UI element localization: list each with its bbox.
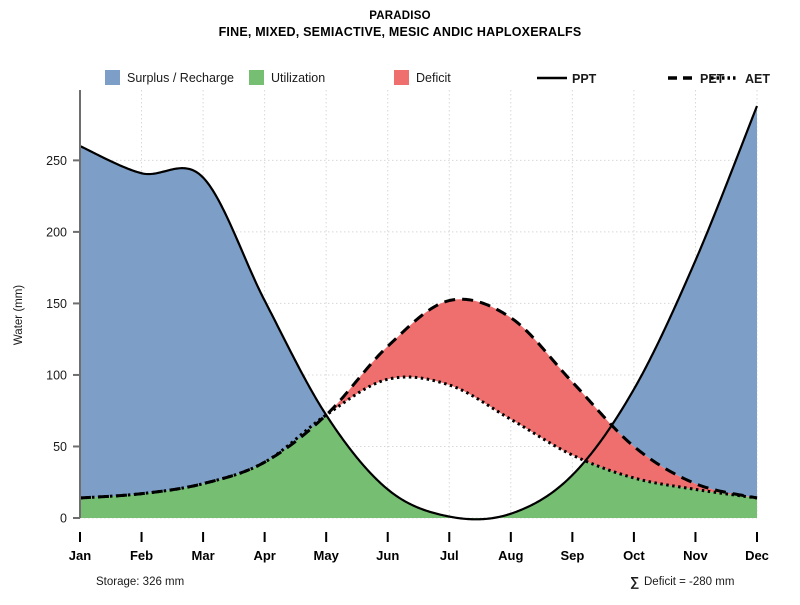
legend-swatch-surplus [105, 70, 120, 85]
x-tick-label-apr: Apr [253, 548, 275, 563]
y-tick-label: 200 [46, 225, 67, 239]
band-surplus-recharge [80, 146, 325, 498]
legend-label-ppt: PPT [572, 72, 597, 86]
x-tick-label-nov: Nov [683, 548, 708, 563]
series-line-ppt [79, 105, 759, 521]
legend-label-deficit: Deficit [416, 71, 451, 85]
axes [73, 90, 758, 542]
y-tick-label: 250 [46, 154, 67, 168]
x-axis-tick-labels: Jan Feb Mar Apr May Jun Jul Aug Sep Oct Nov Dec [69, 548, 769, 563]
series-line-aet [79, 375, 758, 500]
band-surplus-recharge [612, 106, 757, 498]
legend-swatch-utilization [249, 70, 264, 85]
legend-label-surplus: Surplus / Recharge [127, 71, 234, 85]
y-tick-label: 0 [60, 512, 67, 526]
storage-note: Storage: 326 mm [96, 576, 184, 588]
deficit-note: Deficit = -280 mm [644, 576, 734, 588]
y-axis-tick-labels: 0 50 100 150 200 250 [46, 154, 67, 526]
y-tick-label: 50 [53, 440, 67, 454]
chart-legend: Surplus / RechargeUtilizationDeficitPPTP… [105, 70, 770, 86]
y-axis-title: Water (mm) [13, 285, 25, 345]
page-subtitle: FINE, MIXED, SEMIACTIVE, MESIC ANDIC HAP… [219, 25, 582, 39]
legend-label-aet: AET [745, 72, 770, 86]
x-tick-label-oct: Oct [623, 548, 645, 563]
deficit-sigma-symbol: ∑ [630, 574, 639, 589]
x-tick-label-feb: Feb [130, 548, 153, 563]
x-tick-label-jul: Jul [440, 548, 459, 563]
band-deficit [80, 299, 757, 498]
x-tick-label-may: May [314, 548, 340, 563]
series-line-pet [79, 297, 758, 500]
legend-swatch-deficit [394, 70, 409, 85]
data-series [79, 105, 759, 521]
x-tick-label-jun: Jun [376, 548, 399, 563]
x-tick-label-aug: Aug [498, 548, 523, 563]
x-tick-label-mar: Mar [192, 548, 215, 563]
x-tick-label-sep: Sep [560, 548, 584, 563]
y-tick-label: 150 [46, 297, 67, 311]
filled-bands [80, 106, 757, 520]
page-title: PARADISO [369, 10, 430, 22]
y-tick-label: 100 [46, 368, 67, 382]
x-tick-label-dec: Dec [745, 548, 769, 563]
band-utilization [80, 415, 757, 520]
legend-label-utilization: Utilization [271, 71, 325, 85]
x-tick-label-jan: Jan [69, 548, 91, 563]
